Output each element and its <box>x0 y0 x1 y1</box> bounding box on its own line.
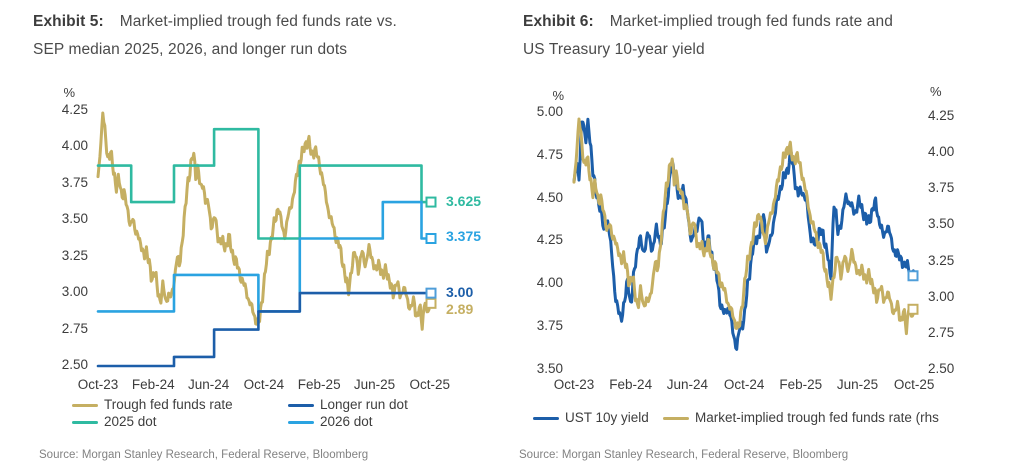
end-marker-market-implied-trough-fed-funds-rate-rhs <box>907 303 919 315</box>
x-tick-Feb-25: Feb-25 <box>779 377 823 392</box>
ust-10y-label: UST 10y yield <box>565 410 649 425</box>
series-line-longer-run-dot <box>96 291 429 368</box>
series-line-2025-dot <box>96 127 429 240</box>
y-tick-4.00: 4.00 <box>536 275 563 291</box>
y-tick-2.50: 2.50 <box>928 360 955 376</box>
exhibit5-y-axis-unit: % <box>63 85 75 100</box>
y-tick-3.25: 3.25 <box>928 252 955 268</box>
y-tick-3.75: 3.75 <box>61 174 88 190</box>
exhibit6-title: Exhibit 6: Market-implied trough fed fund… <box>523 8 1013 64</box>
y-tick-3.25: 3.25 <box>61 247 88 263</box>
longer-run-dot-label: Longer run dot <box>320 397 408 412</box>
x-tick-Oct-24: Oct-24 <box>243 377 285 392</box>
trough-fed-funds-rate-label: Trough fed funds rate <box>104 397 233 412</box>
exhibit5-end-label-longer-run: 3.00 <box>446 284 474 300</box>
x-tick-Feb-24: Feb-24 <box>609 377 653 392</box>
exhibit5-title-text: Market-implied trough fed funds rate vs. <box>119 13 397 30</box>
series-line-trough-fed-funds-rate <box>96 111 431 331</box>
exhibit5-title: Exhibit 5: Market-implied trough fed fund… <box>33 8 495 64</box>
y-tick-2.75: 2.75 <box>928 324 955 340</box>
x-tick-Jun-25: Jun-25 <box>836 377 879 392</box>
exhibit5-source: Source: Morgan Stanley Research, Federal… <box>39 449 369 461</box>
series-line-2026-dot <box>96 200 429 313</box>
x-tick-Oct-24: Oct-24 <box>723 377 765 392</box>
dot-2025-swatch <box>72 421 98 424</box>
exhibit6-title-line1: Exhibit 6: Market-implied trough fed fund… <box>523 8 1013 36</box>
ust-10y-swatch <box>533 417 559 420</box>
exhibit6-left-axis-unit: % <box>552 88 564 103</box>
x-tick-Jun-25: Jun-25 <box>353 377 396 392</box>
dot-2026-swatch <box>288 421 314 424</box>
y-tick-3.50: 3.50 <box>61 211 88 227</box>
exhibit5-end-label-trough: 2.89 <box>446 301 474 317</box>
y-tick-4.75: 4.75 <box>536 146 563 162</box>
dot-2026-label: 2026 dot <box>320 414 373 429</box>
end-marker-trough-fed-funds-rate <box>425 297 437 309</box>
y-tick-3.75: 3.75 <box>928 180 955 196</box>
x-tick-Feb-24: Feb-24 <box>131 377 175 392</box>
trough-rhs-label: Market-implied trough fed funds rate (rh… <box>695 410 939 425</box>
exhibit5-label: Exhibit 5: <box>33 13 104 30</box>
y-tick-3.00: 3.00 <box>61 284 88 300</box>
series-line-ust-10y-yield <box>572 117 915 351</box>
y-tick-3.00: 3.00 <box>928 288 955 304</box>
y-tick-3.75: 3.75 <box>536 318 563 334</box>
y-tick-3.50: 3.50 <box>928 216 955 232</box>
exhibit6-label: Exhibit 6: <box>523 13 594 30</box>
x-tick-Feb-25: Feb-25 <box>297 377 341 392</box>
end-marker-2026-dot <box>425 233 437 244</box>
x-tick-Jun-24: Jun-24 <box>187 377 230 392</box>
y-tick-4.00: 4.00 <box>61 138 88 154</box>
exhibit5-title-line2: SEP median 2025, 2026, and longer run do… <box>33 41 348 58</box>
x-tick-Oct-23: Oct-23 <box>553 377 595 392</box>
x-tick-Oct-25: Oct-25 <box>409 377 451 392</box>
x-tick-Oct-23: Oct-23 <box>77 377 119 392</box>
y-tick-2.75: 2.75 <box>61 320 88 336</box>
dot-2025-label: 2025 dot <box>104 414 157 429</box>
exhibit6-source: Source: Morgan Stanley Research, Federal… <box>519 449 849 461</box>
exhibit5-title-line1: Exhibit 5: Market-implied trough fed fund… <box>33 8 495 36</box>
trough-rhs-swatch <box>663 417 689 420</box>
y-tick-4.00: 4.00 <box>928 144 955 160</box>
exhibit6-title-text: Market-implied trough fed funds rate and <box>609 13 893 30</box>
trough-fed-funds-rate-swatch <box>72 404 98 407</box>
y-tick-3.50: 3.50 <box>536 360 563 376</box>
exhibit6-right-axis-unit: % <box>930 84 942 99</box>
series-line-market-implied-trough-fed-funds-rate-rhs <box>572 117 915 336</box>
end-marker-longer-run-dot <box>425 287 437 299</box>
exhibit5-end-label-2025-dot: 3.625 <box>446 193 482 209</box>
x-tick-Jun-24: Jun-24 <box>666 377 709 392</box>
y-tick-4.50: 4.50 <box>536 189 563 205</box>
end-marker-2025-dot <box>425 196 437 208</box>
y-tick-4.25: 4.25 <box>928 108 955 123</box>
y-tick-4.25: 4.25 <box>61 102 88 117</box>
longer-run-dot-swatch <box>288 404 314 407</box>
end-marker-ust-10y-yield <box>907 270 919 282</box>
x-tick-Oct-25: Oct-25 <box>893 377 935 392</box>
y-tick-4.25: 4.25 <box>536 232 563 248</box>
exhibit5-end-label-2026-dot: 3.375 <box>446 228 482 244</box>
y-tick-5.00: 5.00 <box>536 104 563 119</box>
y-tick-2.50: 2.50 <box>61 357 88 372</box>
exhibit6-title-line2: US Treasury 10-year yield <box>523 41 705 58</box>
